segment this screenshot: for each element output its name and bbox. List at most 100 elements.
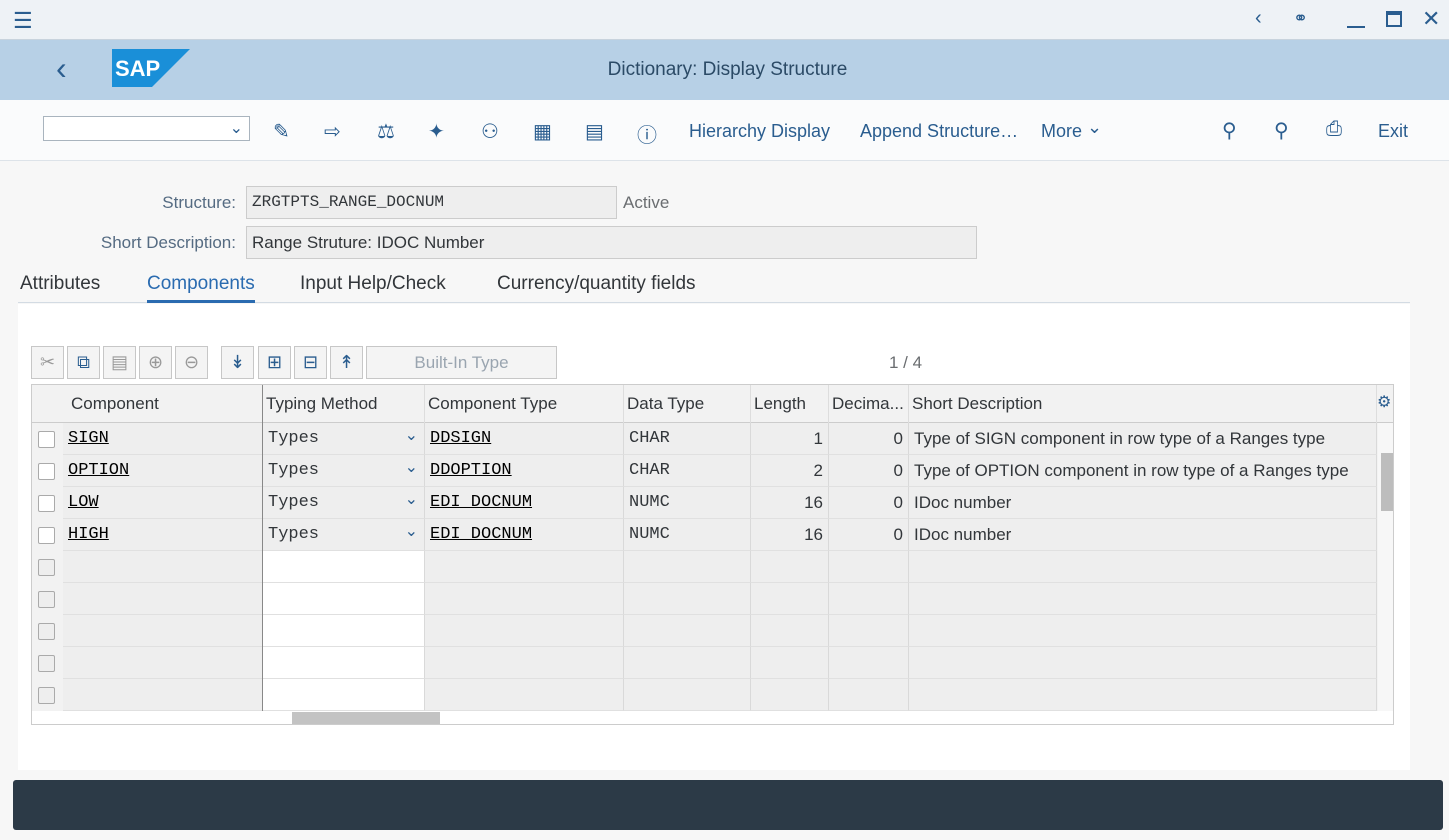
table-cell[interactable]: LOW <box>63 487 263 519</box>
h-scroll-thumb[interactable] <box>292 712 440 724</box>
minimize[interactable] <box>1347 26 1365 28</box>
toolbar-icon[interactable]: ⇨ <box>324 119 341 144</box>
top-bar: ☰ ‹ ⚭ ✕ <box>0 0 1449 40</box>
column-header: Typing Method <box>263 385 425 423</box>
row-selector[interactable] <box>38 527 55 544</box>
maximize[interactable] <box>1386 11 1402 27</box>
table-cell[interactable]: EDI_DOCNUM <box>425 487 624 519</box>
back-small[interactable]: ‹ <box>1255 7 1262 30</box>
table-cell: NUMC <box>624 487 751 519</box>
table-cell <box>63 551 263 583</box>
table-cell <box>624 615 751 647</box>
table-cell <box>263 647 425 679</box>
table-cell: 0 <box>829 455 909 487</box>
tab[interactable]: Attributes <box>20 273 100 300</box>
structure-field: ZRGTPTS_RANGE_DOCNUM <box>246 186 617 219</box>
table-cell: 0 <box>829 423 909 455</box>
row-selector[interactable] <box>38 655 55 672</box>
collapse[interactable]: ⊟ <box>294 346 327 379</box>
row-selector[interactable] <box>38 463 55 480</box>
toolbar-icon[interactable]: ▦ <box>533 119 552 144</box>
description-field: Range Struture: IDOC Number <box>246 226 977 259</box>
scroll-top[interactable]: ↟ <box>330 346 363 379</box>
cut[interactable]: ✂ <box>31 346 64 379</box>
search[interactable]: ⚲ <box>1222 118 1237 143</box>
row-selector[interactable] <box>38 687 55 704</box>
row-selector[interactable] <box>38 559 55 576</box>
table-cell <box>751 679 829 711</box>
exit-button[interactable]: Exit <box>1378 121 1408 142</box>
row-selector[interactable] <box>38 623 55 640</box>
expand[interactable]: ⊞ <box>258 346 291 379</box>
table-cell <box>829 679 909 711</box>
table-cell <box>263 615 425 647</box>
table-cell <box>829 551 909 583</box>
lock[interactable]: ⚭ <box>1293 8 1308 29</box>
toolbar-icon[interactable]: ▤ <box>585 119 604 144</box>
table-cell: IDoc number <box>909 519 1377 551</box>
table-cell <box>751 583 829 615</box>
table-cell <box>263 679 425 711</box>
table-cell <box>624 583 751 615</box>
row-selector[interactable] <box>38 591 55 608</box>
table-cell: Types⌄ <box>263 455 425 487</box>
toolbar-icon[interactable]: ✎ <box>273 119 290 144</box>
dropdown-arrow[interactable]: ⌄ <box>405 423 418 452</box>
table-cell[interactable]: DDOPTION <box>425 455 624 487</box>
copy[interactable]: ⧉ <box>67 346 100 379</box>
table-cell <box>425 647 624 679</box>
print[interactable]: ⎙ <box>1326 118 1342 141</box>
dropdown-arrow[interactable]: ⌄ <box>405 487 418 516</box>
table-cell: IDoc number <box>909 487 1377 519</box>
horizontal-scrollbar <box>32 711 1394 725</box>
table-cell <box>425 551 624 583</box>
hierarchy-button[interactable]: Hierarchy Display <box>689 121 830 142</box>
table-cell[interactable]: DDSIGN <box>425 423 624 455</box>
append-button[interactable]: Append Structure… <box>860 121 1018 142</box>
table-cell: NUMC <box>624 519 751 551</box>
table-cell <box>63 615 263 647</box>
table-cell <box>829 647 909 679</box>
builtin-type-button[interactable]: Built-In Type <box>366 346 557 379</box>
insert-row[interactable]: ⊕ <box>139 346 172 379</box>
table-cell <box>909 615 1377 647</box>
paste[interactable]: ▤ <box>103 346 136 379</box>
table-cell[interactable]: OPTION <box>63 455 263 487</box>
column-header: Decima... <box>829 385 909 423</box>
tab[interactable]: Currency/quantity fields <box>497 273 696 300</box>
row-selector[interactable] <box>38 495 55 512</box>
toolbar-icon[interactable]: ⚖ <box>377 119 395 144</box>
settings-icon[interactable]: ⚙ <box>1377 392 1391 412</box>
search-next[interactable]: ⚲ <box>1274 118 1289 143</box>
table-cell[interactable]: SIGN <box>63 423 263 455</box>
tab[interactable]: Components <box>147 273 255 303</box>
table-cell <box>829 583 909 615</box>
table-cell: CHAR <box>624 423 751 455</box>
toolbar-icon[interactable]: ✦ <box>428 119 445 144</box>
column-header: Length <box>751 385 829 423</box>
table-cell <box>63 647 263 679</box>
scroll-thumb[interactable] <box>1381 453 1393 511</box>
description-label: Short Description: <box>101 233 236 253</box>
tab[interactable]: Input Help/Check <box>300 273 446 300</box>
menu-button[interactable]: ☰ <box>13 8 33 34</box>
scroll-bottom[interactable]: ↡ <box>221 346 254 379</box>
more-arrow: ⌄ <box>1087 117 1102 138</box>
table-cell: Type of OPTION component in row type of … <box>909 455 1377 487</box>
toolbar-icon[interactable]: ⓘ <box>637 119 657 148</box>
page-counter: 1 / 4 <box>889 353 922 373</box>
table-cell <box>425 583 624 615</box>
more-button[interactable]: More <box>1041 121 1082 142</box>
dropdown-arrow[interactable]: ⌄ <box>405 455 418 484</box>
table-cell <box>751 615 829 647</box>
delete-row[interactable]: ⊖ <box>175 346 208 379</box>
table-cell[interactable]: EDI_DOCNUM <box>425 519 624 551</box>
close[interactable]: ✕ <box>1422 6 1440 32</box>
command-field[interactable]: ⌄ <box>43 116 250 141</box>
table-cell <box>751 551 829 583</box>
toolbar-icon[interactable]: ⚇ <box>481 119 499 144</box>
table-cell[interactable]: HIGH <box>63 519 263 551</box>
table-cell <box>263 551 425 583</box>
dropdown-arrow[interactable]: ⌄ <box>405 519 418 548</box>
row-selector[interactable] <box>38 431 55 448</box>
